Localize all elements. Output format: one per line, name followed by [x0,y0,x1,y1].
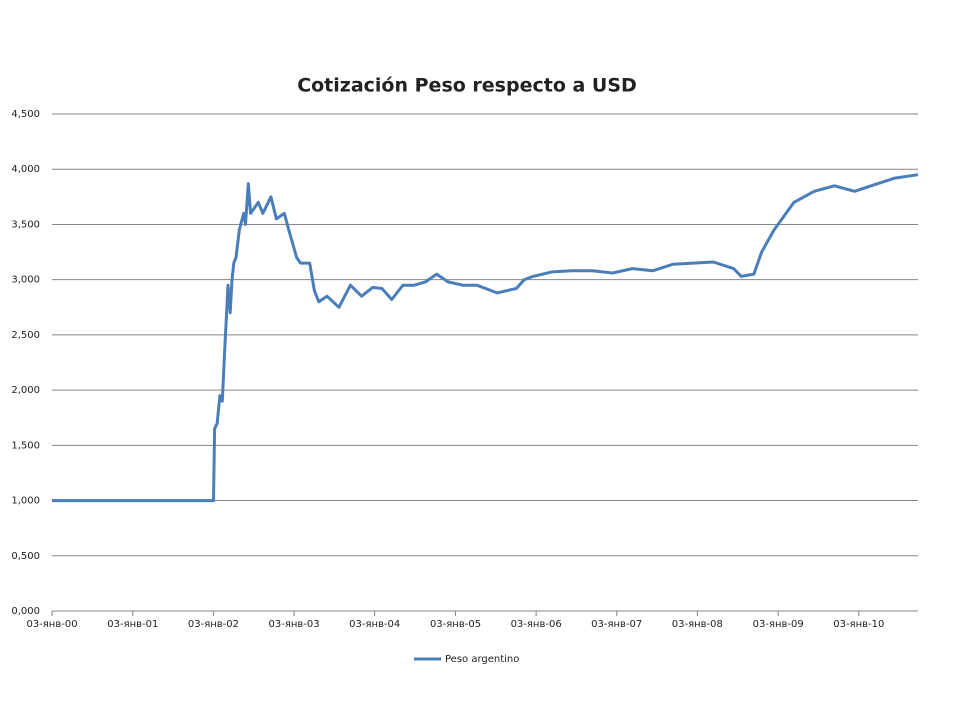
y-tick-label: 2,500 [11,330,40,341]
x-tick-label: 03-янв-06 [511,619,562,630]
x-tick-label: 03-янв-01 [107,619,158,630]
chart-title: Cotización Peso respecto a USD [297,75,637,97]
y-tick-label: 4,500 [11,109,40,120]
x-tick-label: 03-янв-04 [349,619,400,630]
x-tick-label: 03-янв-00 [26,619,77,630]
x-tick-label: 03-янв-09 [753,619,804,630]
y-tick-label: 3,500 [11,219,40,230]
x-tick-label: 03-янв-02 [188,619,239,630]
y-tick-label: 1,000 [11,496,40,507]
x-tick-label: 03-янв-05 [430,619,481,630]
y-tick-label: 3,000 [11,275,40,286]
x-tick-label: 03-янв-10 [833,619,884,630]
y-tick-label: 1,500 [11,440,40,451]
x-tick-label: 03-янв-07 [591,619,642,630]
y-tick-label: 0,500 [11,551,40,562]
y-tick-label: 2,000 [11,385,40,396]
x-tick-label: 03-янв-03 [269,619,320,630]
y-tick-label: 4,000 [11,164,40,175]
x-tick-label: 03-янв-08 [672,619,723,630]
y-tick-label: 0,000 [11,606,40,617]
line [52,173,919,503]
legend-label: Peso argentino [445,654,519,665]
